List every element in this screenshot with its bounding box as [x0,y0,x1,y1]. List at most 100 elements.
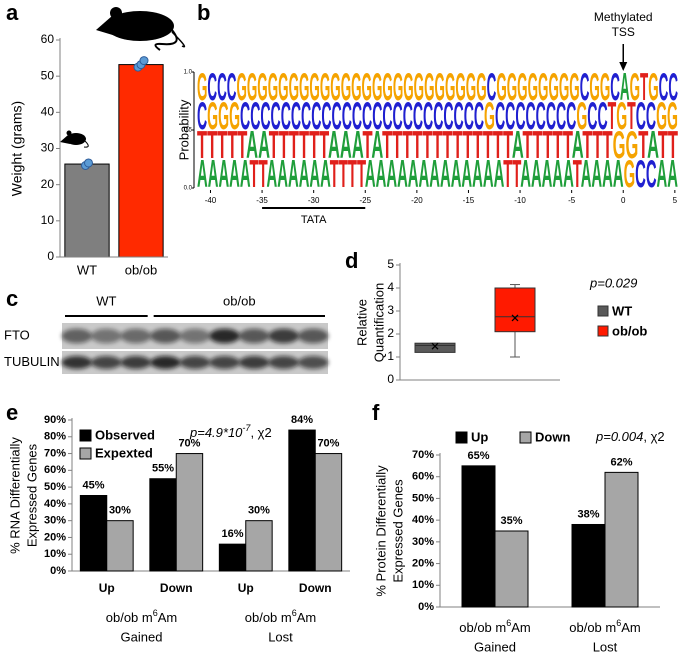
group-label-sup: 6 [153,608,158,618]
y-tick-label: 4 [387,280,394,294]
blot-band [209,356,240,369]
legend-swatch [79,447,92,460]
blot-band [150,356,181,369]
x-tick-label: -35 [256,196,268,205]
blot-band [90,356,122,369]
group-label-part: ob/ob m [245,610,292,625]
bar [461,465,496,608]
legend-label: Up [471,429,488,444]
group-label: WT [96,293,116,308]
y-tick-label: 2 [387,326,394,340]
logo-row: TTTTTAATTTTTTAAATATTTTTTTTTTTTTATTTTTATT… [197,124,678,167]
y-tick-label: 40% [44,498,66,510]
panel-letter: a [6,0,19,25]
y-tick-label: 30 [41,141,55,155]
value-label: 55% [152,463,174,475]
x-tick-label: -25 [359,196,371,205]
bar [245,520,273,572]
mean-marker [431,342,439,350]
y-tick-label: 5 [387,257,394,271]
x-tick-label: Down [299,581,332,595]
blot-band [150,328,181,344]
blot-band [268,328,300,344]
data-point [139,56,149,66]
x-tick-label: -5 [568,196,576,205]
blot-band [268,356,300,369]
group-label-sup: 6 [506,618,511,628]
bar [314,453,343,572]
y-axis-label: Relative [354,299,369,346]
group-label: Lost [593,639,618,654]
value-label: 62% [610,456,632,468]
legend-swatch [597,305,609,317]
bar [571,523,606,608]
y-tick-label: 50% [412,492,434,504]
blot-band [90,328,122,344]
y-tick-label: 70% [44,447,66,459]
x-tick-label: -10 [514,196,526,205]
annotation-part: , χ2 [643,429,664,444]
y-tick-label: 10 [41,213,55,227]
y-tick-label: 70% [412,449,434,461]
group-label: ob/ob [223,293,256,308]
mean-marker [511,314,519,322]
legend-label: ob/ob [612,323,647,338]
value-label: 16% [222,528,244,540]
region-label: TATA [301,214,327,226]
annotation: p=0.029 [589,275,637,290]
y-tick-label: 50 [41,68,55,82]
annotation: Methylated [594,10,653,24]
logo-row: GCCCGGGGGGGGGGGGGGGGGGGGGGGGCGGGGGGGGCGG… [197,66,678,109]
bar [494,530,529,608]
x-tick-label: Up [238,581,254,595]
value-label: 30% [109,505,131,517]
panel-letter: c [6,286,18,311]
y-tick-label: 30% [44,515,66,527]
y-tick-label: 10% [44,548,66,560]
legend-label: WT [612,303,632,318]
group-label-sup: 6 [292,608,297,618]
y-tick-label: 60 [41,32,55,46]
blot-band [179,328,211,344]
y-tick-label: 40 [41,105,55,119]
group-label-sup: 6 [616,618,621,628]
legend-label: Observed [95,427,155,442]
value-label: 30% [248,505,270,517]
blot-band [61,328,93,344]
mouse-icon [96,7,186,51]
data-point [84,158,93,168]
value-label: 84% [291,414,313,426]
box [494,287,536,333]
group-label-part: ob/ob m [569,620,616,635]
bar [604,471,639,608]
group-label: ob/ob m6Am [106,608,178,625]
group-label: ob/ob m6Am [459,618,531,635]
blot-band [179,356,211,369]
group-label-part: ob/ob m [459,620,506,635]
y-axis-label: % Protein Differentially [373,465,388,597]
annotation: TSS [612,25,635,39]
legend-label: Expexted [95,445,153,460]
blot-band [120,356,152,369]
blot-band [209,328,240,344]
legend-swatch [597,325,609,337]
group-label: ob/ob m6Am [569,618,641,635]
group-label-part: Am [511,620,531,635]
value-label: 38% [577,508,599,520]
y-tick-label: 30% [412,536,434,548]
legend-label: Down [535,429,570,444]
panel-letter: e [6,400,18,425]
y-tick-label: 20% [412,557,434,569]
x-tick-label: -15 [463,196,475,205]
value-label: 65% [467,450,489,462]
panel-letter: d [345,248,358,273]
legend-swatch [455,431,468,444]
annotation: p=0.004, χ2 [595,429,665,444]
y-axis-label: Probability [176,99,191,160]
bar [79,495,108,572]
group-label-part: ob/ob m [106,610,153,625]
annotation-arrowhead [619,62,628,71]
annotation-part: p=0.004 [595,429,643,444]
bar [288,429,316,572]
